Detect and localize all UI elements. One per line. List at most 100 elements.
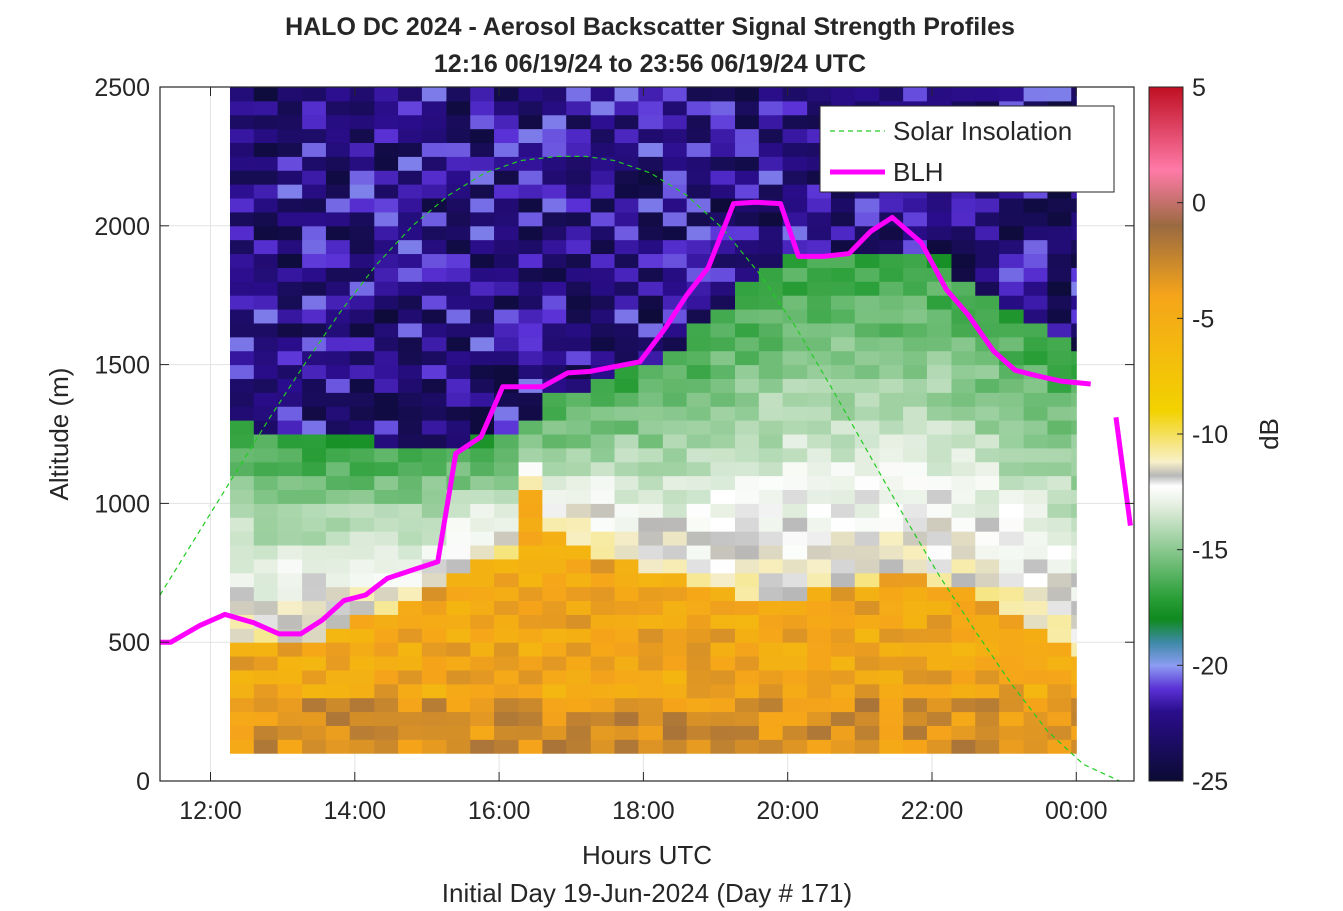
heatmap-cell [903, 295, 928, 310]
heatmap-cell [302, 364, 327, 379]
heatmap-cell [879, 517, 904, 532]
heatmap-cell [926, 711, 952, 726]
heatmap-cell [446, 642, 471, 657]
heatmap-cell [1023, 558, 1048, 574]
heatmap-cell [830, 309, 856, 324]
heatmap-cell [1047, 711, 1072, 726]
heatmap-cell [951, 447, 976, 463]
heatmap-cell [470, 267, 495, 282]
heatmap-cell [446, 364, 471, 379]
heatmap-cell [542, 600, 567, 615]
heatmap-cell [830, 198, 856, 213]
heatmap-cell [470, 211, 495, 227]
heatmap-cell [710, 683, 736, 699]
heatmap-cell [398, 156, 423, 171]
heatmap-cell [782, 572, 808, 588]
heatmap-cell [782, 322, 808, 338]
heatmap-cell [302, 434, 327, 449]
heatmap-cell [229, 739, 255, 754]
heatmap-cell [758, 350, 784, 366]
heatmap-cell [446, 406, 471, 421]
heatmap-cell [782, 378, 808, 393]
heatmap-cell [735, 517, 760, 532]
heatmap-cell [854, 489, 880, 504]
heatmap-cell [374, 170, 399, 185]
heatmap-cell [951, 656, 976, 671]
heatmap-cell [735, 739, 760, 754]
heatmap-cell [830, 683, 856, 699]
heatmap-cell [710, 558, 736, 574]
heatmap-cell [590, 572, 616, 588]
heatmap-cell [710, 628, 736, 643]
heatmap-cell [1023, 295, 1048, 310]
heatmap-cell [494, 683, 520, 699]
heatmap-cell [349, 406, 375, 421]
heatmap-cell [446, 114, 471, 130]
heatmap-cell [494, 586, 520, 602]
heatmap-cell [1071, 198, 1077, 213]
heatmap-cell [638, 267, 664, 282]
heatmap-cell [735, 184, 760, 199]
heatmap-cell [590, 309, 616, 324]
heatmap-cell [277, 322, 303, 338]
heatmap-cell [999, 198, 1025, 213]
heatmap-cell [421, 128, 447, 144]
heatmap-cell [398, 420, 423, 435]
heatmap-cell [542, 198, 567, 213]
heatmap-cell [879, 503, 904, 518]
heatmap-cell [735, 572, 760, 588]
heatmap-cell [374, 336, 399, 352]
heatmap-cell [951, 628, 976, 643]
heatmap-cell [566, 336, 592, 352]
heatmap-cell [782, 614, 808, 629]
heatmap-cell [229, 420, 255, 435]
heatmap-cell [686, 725, 711, 740]
heatmap-cell [325, 211, 351, 227]
heatmap-cell [686, 211, 711, 227]
heatmap-cell [662, 100, 688, 116]
heatmap-cell [614, 295, 639, 310]
heatmap-cell [662, 198, 688, 213]
heatmap-cell [253, 378, 279, 393]
heatmap-cell [421, 142, 447, 157]
heatmap-cell [325, 475, 351, 491]
heatmap-cell [926, 350, 952, 366]
heatmap-cell [229, 725, 255, 740]
heatmap-cell [686, 572, 711, 588]
heatmap-cell [421, 253, 447, 268]
heatmap-cell [975, 614, 1000, 629]
heatmap-cell [830, 461, 856, 477]
heatmap-cell [1071, 420, 1077, 435]
heatmap-cell [638, 739, 664, 754]
heatmap-cell [782, 128, 808, 144]
heatmap-cell [542, 142, 567, 157]
heatmap-cell [854, 697, 880, 713]
heatmap-cell [398, 100, 423, 116]
heatmap-cell [398, 281, 423, 296]
heatmap-cell [398, 336, 423, 352]
heatmap-cell [735, 669, 760, 685]
heatmap-cell [662, 184, 688, 199]
heatmap-cell [277, 489, 303, 504]
heatmap-cell [1071, 225, 1077, 241]
heatmap-cell [662, 253, 688, 268]
heatmap-cell [926, 295, 952, 310]
heatmap-cell [1047, 697, 1072, 713]
heatmap-cell [566, 725, 592, 740]
heatmap-cell [349, 642, 375, 657]
heatmap-cell [686, 420, 711, 435]
heatmap-cell [807, 572, 832, 588]
heatmap-cell [879, 711, 904, 726]
heatmap-cell [518, 295, 543, 310]
heatmap-cell [542, 281, 567, 296]
heatmap-cell [686, 225, 711, 241]
heatmap-cell [807, 295, 832, 310]
heatmap-cell [686, 364, 711, 379]
heatmap-cell [590, 725, 616, 740]
heatmap-cell [325, 142, 351, 157]
heatmap-cell [446, 420, 471, 435]
heatmap-cell [253, 531, 279, 546]
heatmap-cell [446, 545, 471, 560]
heatmap-cell [421, 420, 447, 435]
heatmap-cell [903, 517, 928, 532]
